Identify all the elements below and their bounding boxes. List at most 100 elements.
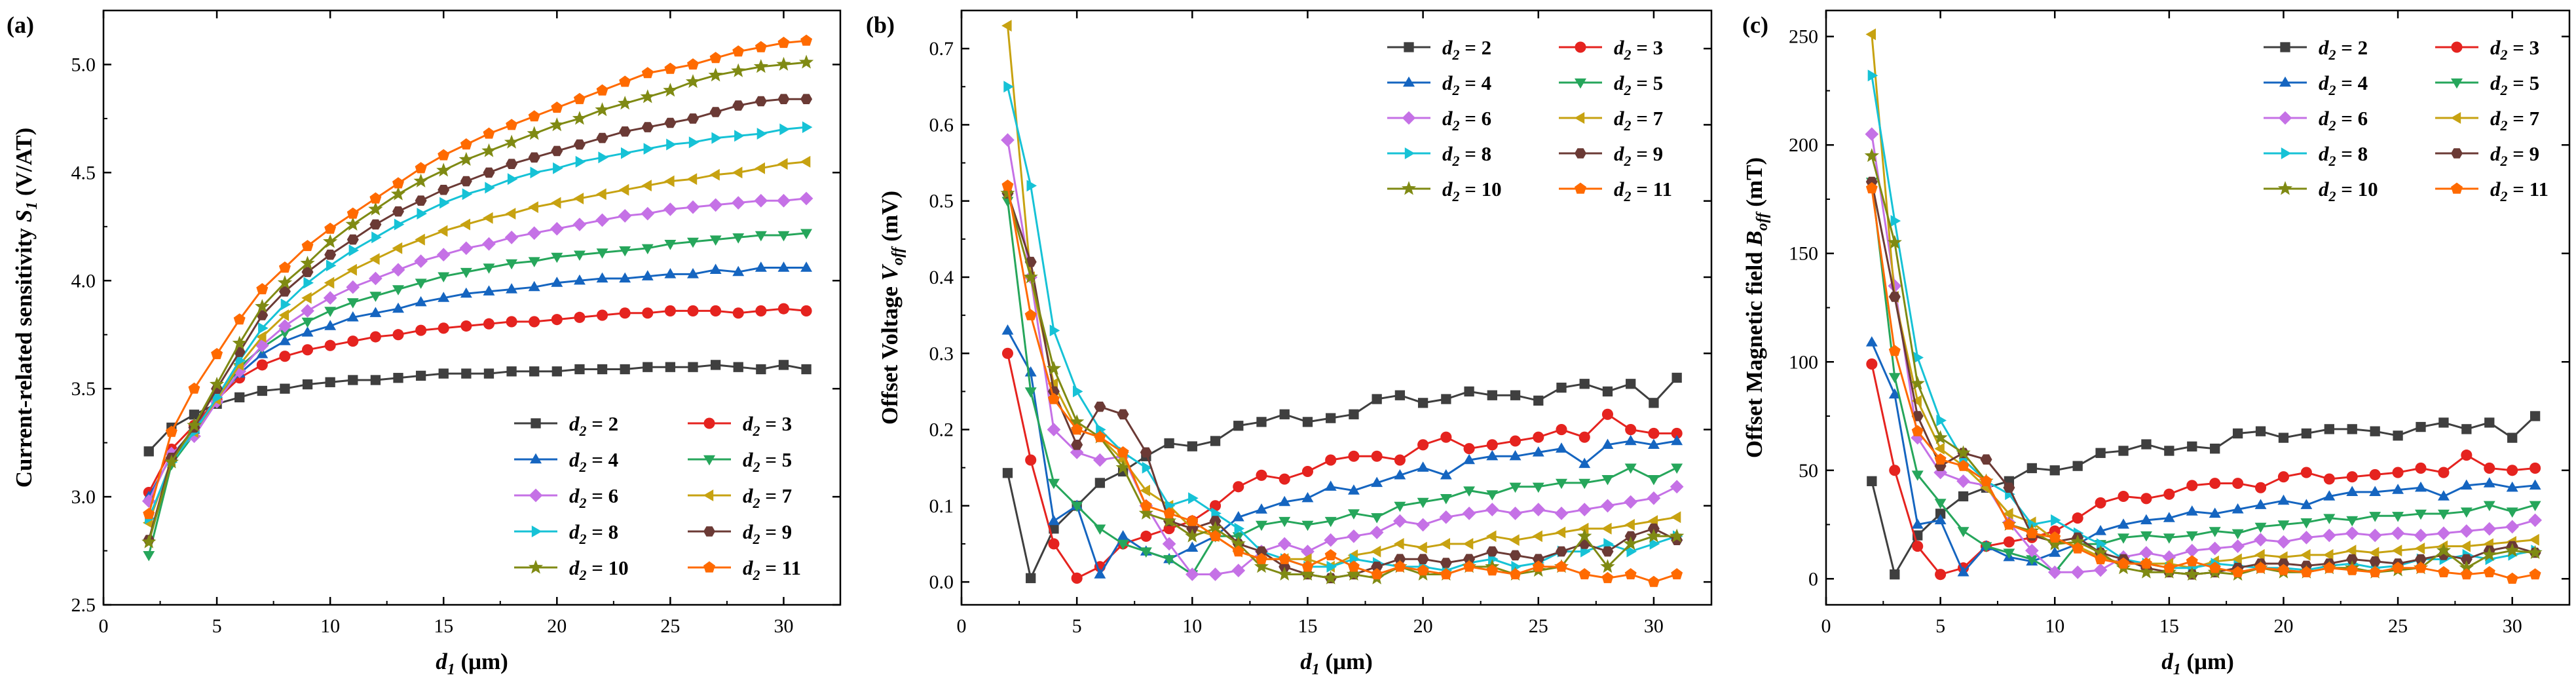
legend-marker bbox=[1403, 76, 1415, 87]
data-point bbox=[392, 177, 404, 189]
data-point bbox=[620, 364, 630, 375]
data-point bbox=[2231, 539, 2245, 553]
data-point bbox=[756, 128, 768, 140]
legend-marker bbox=[2280, 42, 2290, 52]
data-point bbox=[1347, 529, 1361, 543]
data-point bbox=[1302, 417, 1313, 427]
data-point bbox=[2528, 513, 2542, 527]
legend-label: d2 = 5 bbox=[1614, 71, 1663, 98]
series-d2-11 bbox=[1865, 182, 2541, 584]
data-point bbox=[1671, 372, 1682, 383]
data-point bbox=[1578, 568, 1591, 580]
data-point bbox=[1486, 564, 1499, 576]
data-point bbox=[2186, 505, 2198, 516]
data-point bbox=[1508, 507, 1522, 520]
data-point bbox=[2323, 548, 2334, 561]
data-point bbox=[279, 335, 291, 345]
data-point bbox=[1279, 473, 1290, 485]
data-point bbox=[596, 309, 608, 321]
y-tick-label: 0.6 bbox=[929, 114, 954, 136]
data-point bbox=[619, 126, 631, 137]
legend-marker bbox=[2450, 112, 2461, 124]
data-point bbox=[2529, 533, 2539, 546]
data-point bbox=[506, 366, 517, 377]
legend-marker bbox=[1575, 182, 1586, 194]
data-point bbox=[506, 119, 518, 130]
data-point bbox=[641, 122, 654, 132]
data-point bbox=[2300, 531, 2313, 545]
data-point bbox=[1933, 430, 1948, 444]
data-point bbox=[551, 314, 563, 326]
legend-label: d2 = 6 bbox=[569, 484, 618, 511]
data-point bbox=[346, 298, 359, 309]
data-point bbox=[2049, 546, 2061, 557]
data-point bbox=[1417, 541, 1427, 554]
data-point bbox=[2460, 479, 2473, 490]
data-point bbox=[641, 270, 654, 280]
data-point bbox=[1256, 469, 1267, 481]
data-point bbox=[2026, 555, 2038, 565]
data-point bbox=[1187, 441, 1197, 451]
data-point bbox=[1626, 545, 1637, 558]
data-point bbox=[1393, 514, 1407, 528]
legend-label: d2 = 10 bbox=[1442, 178, 1502, 204]
data-point bbox=[301, 292, 312, 304]
legend-item: d2 = 4 bbox=[514, 448, 618, 475]
y-tick-label: 0.7 bbox=[929, 38, 954, 60]
data-point bbox=[2003, 508, 2013, 520]
y-tick-label: 5.0 bbox=[71, 54, 96, 75]
x-tick-label: 25 bbox=[1529, 615, 1548, 637]
data-point bbox=[460, 320, 472, 332]
data-point bbox=[1957, 566, 1969, 577]
y-tick-label: 0.4 bbox=[929, 267, 954, 288]
series-d2-9 bbox=[1865, 176, 2541, 580]
data-point bbox=[2163, 512, 2175, 522]
data-point bbox=[2093, 563, 2108, 577]
series-d2-6 bbox=[1001, 133, 1684, 581]
data-point bbox=[685, 74, 701, 88]
data-point bbox=[2438, 417, 2449, 428]
data-point bbox=[572, 218, 587, 231]
data-point bbox=[2346, 471, 2358, 483]
data-point bbox=[1047, 393, 1060, 404]
data-point bbox=[1347, 560, 1360, 572]
data-point bbox=[2140, 493, 2152, 505]
data-point bbox=[347, 335, 359, 347]
data-point bbox=[596, 188, 607, 201]
data-point bbox=[1913, 351, 1924, 364]
data-point bbox=[1163, 507, 1176, 519]
data-point bbox=[1556, 478, 1567, 489]
legend-item: d2 = 5 bbox=[688, 448, 792, 475]
data-point bbox=[1624, 434, 1637, 446]
data-point bbox=[2323, 528, 2336, 543]
legend-item: d2 = 5 bbox=[1559, 71, 1663, 98]
data-point bbox=[1532, 560, 1544, 572]
data-point bbox=[1646, 528, 1662, 543]
data-point bbox=[1233, 421, 1244, 431]
data-point bbox=[2370, 426, 2380, 436]
data-point bbox=[755, 261, 767, 272]
data-point bbox=[2460, 540, 2471, 552]
data-point bbox=[753, 59, 768, 73]
data-point bbox=[2438, 509, 2450, 520]
data-point bbox=[1049, 324, 1060, 337]
y-tick-label: 3.5 bbox=[71, 378, 96, 400]
data-point bbox=[257, 385, 267, 396]
legend-marker bbox=[1404, 147, 1415, 159]
data-point bbox=[2323, 490, 2336, 501]
data-point bbox=[574, 250, 586, 261]
data-point bbox=[1888, 388, 1901, 399]
legend-label: d2 = 10 bbox=[569, 556, 629, 583]
data-point bbox=[1670, 528, 1685, 543]
data-point bbox=[2391, 545, 2402, 557]
data-point bbox=[2415, 462, 2427, 474]
data-point bbox=[1485, 503, 1499, 516]
data-point bbox=[1890, 215, 1901, 227]
x-tick-label: 30 bbox=[1644, 615, 1664, 637]
data-point bbox=[798, 54, 814, 69]
data-point bbox=[2461, 450, 2473, 461]
legend-marker bbox=[2281, 147, 2292, 159]
data-point bbox=[301, 240, 314, 252]
legend-label: d2 = 8 bbox=[569, 520, 618, 547]
legend-label: d2 = 4 bbox=[569, 448, 618, 475]
